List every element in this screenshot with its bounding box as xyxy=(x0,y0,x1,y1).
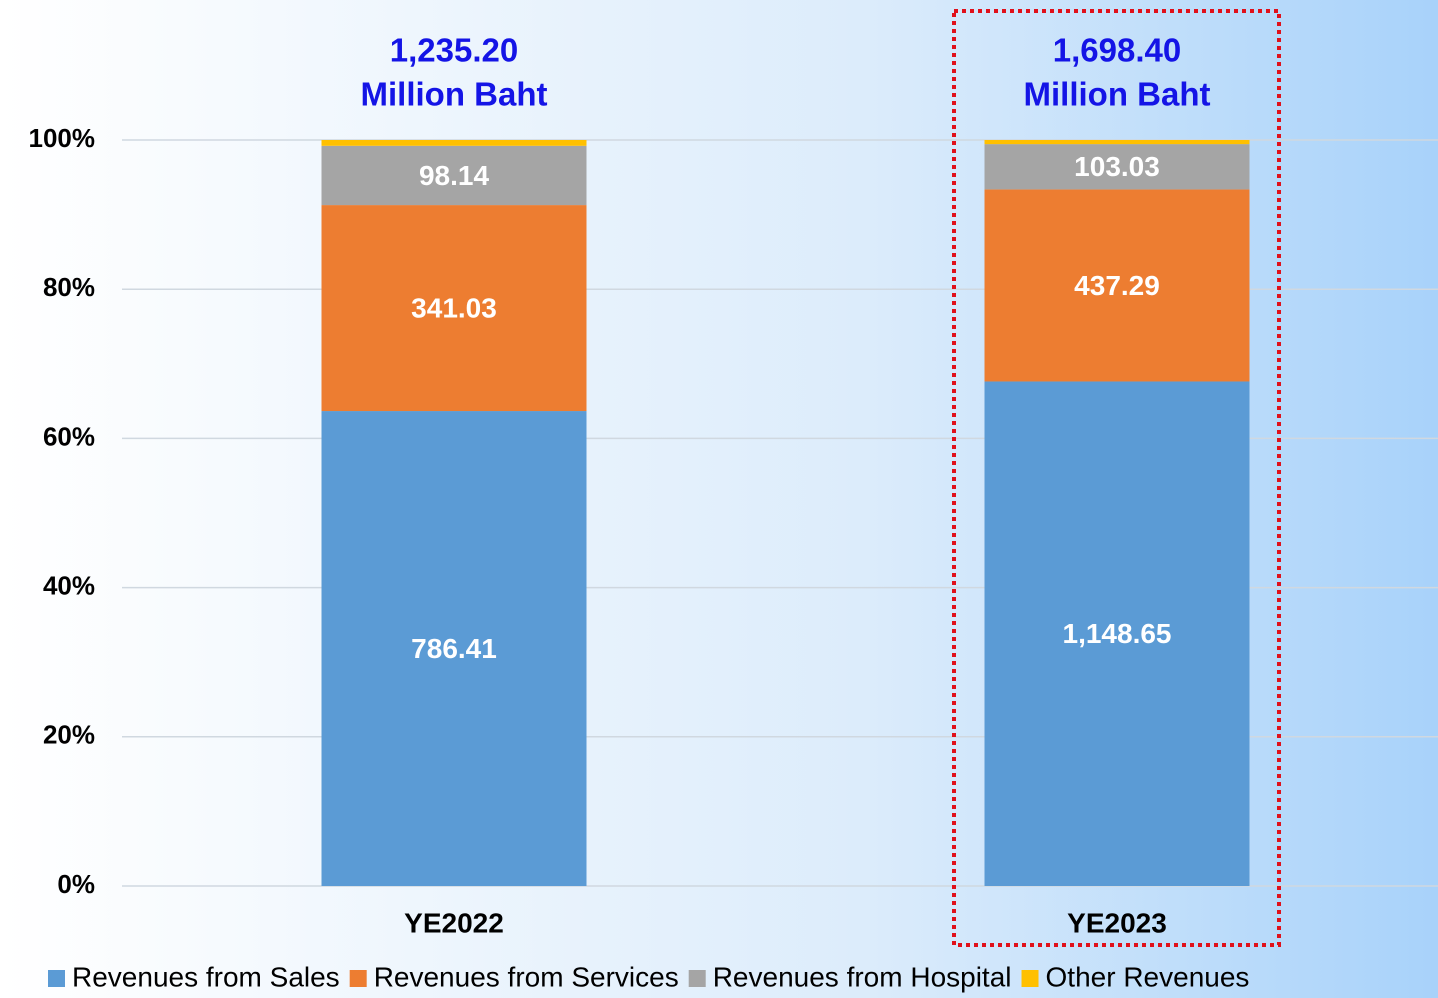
total-unit: Million Baht xyxy=(1024,76,1211,113)
bar-segment xyxy=(984,381,1250,886)
y-tick-label: 80% xyxy=(43,272,95,302)
data-label: 786.41 xyxy=(411,633,497,664)
bar-segment xyxy=(321,205,587,412)
legend-swatch xyxy=(349,970,367,987)
legend-label: Other Revenues xyxy=(1046,961,1250,992)
highlight-box xyxy=(952,9,1281,947)
x-tick-label: YE2023 xyxy=(1067,907,1167,938)
legend-swatch xyxy=(48,970,65,987)
y-tick-label: 20% xyxy=(43,720,95,750)
total-label: 1,235.20 xyxy=(390,32,518,69)
x-tick-label: YE2022 xyxy=(404,907,504,938)
y-tick-label: 100% xyxy=(29,123,96,153)
legend-label: Revenues from Services xyxy=(374,961,679,992)
total-label: 1,698.40 xyxy=(1053,32,1181,69)
bar-segment xyxy=(984,140,1250,145)
data-label: 341.03 xyxy=(411,292,497,323)
legend-label: Revenues from Hospital xyxy=(713,961,1012,992)
y-tick-label: 0% xyxy=(57,869,95,899)
data-label: 1,148.65 xyxy=(1063,618,1172,649)
legend-swatch xyxy=(1021,970,1039,987)
bar-segment xyxy=(321,411,587,886)
bar-segment xyxy=(321,145,587,206)
bar-segment xyxy=(321,140,587,146)
data-label: 437.29 xyxy=(1074,270,1160,301)
total-unit: Million Baht xyxy=(361,76,548,113)
bar-segment xyxy=(984,189,1250,382)
y-tick-label: 40% xyxy=(43,570,95,600)
y-tick-label: 60% xyxy=(43,421,95,451)
legend-swatch xyxy=(688,970,706,987)
bar-segment xyxy=(984,144,1250,190)
data-label: 103.03 xyxy=(1074,151,1160,182)
data-label: 98.14 xyxy=(419,160,489,191)
legend-label: Revenues from Sales xyxy=(72,961,340,992)
